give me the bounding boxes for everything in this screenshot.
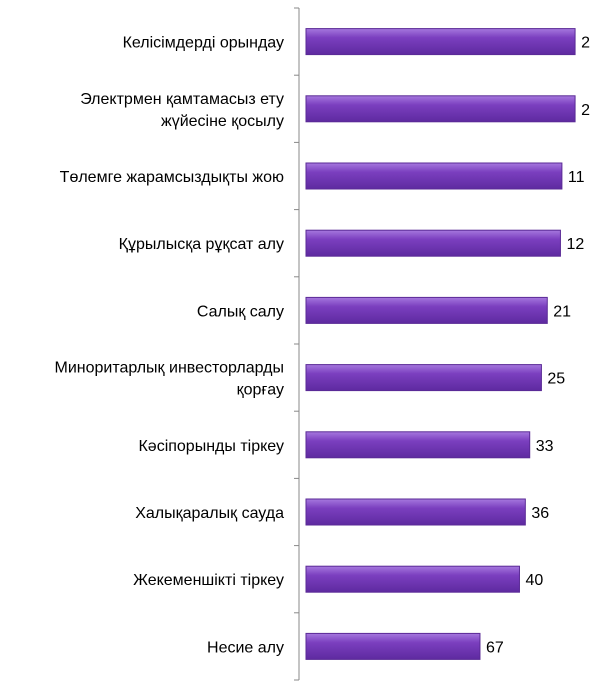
category-label: Миноритарлық инвесторларды қорғау xyxy=(54,360,284,399)
category-label-line: Жекеменшікті тіркеу xyxy=(133,572,284,589)
category-label: Төлемге жарамсыздықты жою xyxy=(60,169,284,186)
data-label: 12 xyxy=(566,236,584,253)
category-label: Құрылысқа рұқсат алу xyxy=(119,236,284,253)
data-label: 36 xyxy=(531,505,549,522)
category-label: Салық салу xyxy=(197,303,284,320)
category-label: Жекеменшікті тіркеу xyxy=(133,572,284,589)
data-label: 21 xyxy=(553,303,571,320)
category-label: Кәсіпорынды тіркеу xyxy=(138,438,284,455)
bar xyxy=(305,498,526,526)
category-label-line: Төлемге жарамсыздықты жою xyxy=(60,169,284,186)
category-label: Келісімдерді орындау xyxy=(123,35,284,52)
category-label-line: қорғау xyxy=(237,382,284,399)
data-label: 11 xyxy=(568,169,585,186)
bar xyxy=(305,229,561,257)
data-label: 40 xyxy=(525,572,543,589)
category-label: Электрмен қамтамасыз ету жүйесіне қосылу xyxy=(80,91,284,130)
data-label: 2 xyxy=(581,102,590,119)
bar xyxy=(305,364,542,392)
category-label: Халықаралық сауда xyxy=(135,505,284,522)
category-label-line: Кәсіпорынды тіркеу xyxy=(138,438,284,455)
category-label-line: Халықаралық сауда xyxy=(135,505,284,522)
category-label-line: Құрылысқа рұқсат алу xyxy=(119,236,284,253)
bar xyxy=(305,95,576,123)
bar xyxy=(305,431,531,459)
data-label: 67 xyxy=(486,639,504,656)
data-label: 33 xyxy=(536,438,554,455)
bar xyxy=(305,296,548,324)
category-label-line: Салық салу xyxy=(197,303,284,320)
data-label: 2 xyxy=(581,35,590,52)
bar xyxy=(305,632,481,660)
data-label: 25 xyxy=(547,371,565,388)
category-label: Несие алу xyxy=(207,639,284,656)
bar xyxy=(305,565,520,593)
category-label-line: Электрмен қамтамасыз ету xyxy=(80,91,284,108)
bar xyxy=(305,162,563,190)
category-label-line: Келісімдерді орындау xyxy=(123,35,284,52)
category-label-line: жүйесіне қосылу xyxy=(161,113,284,130)
bar xyxy=(305,28,576,56)
category-label-line: Несие алу xyxy=(207,639,284,656)
category-label-line: Миноритарлық инвесторларды xyxy=(54,360,284,377)
